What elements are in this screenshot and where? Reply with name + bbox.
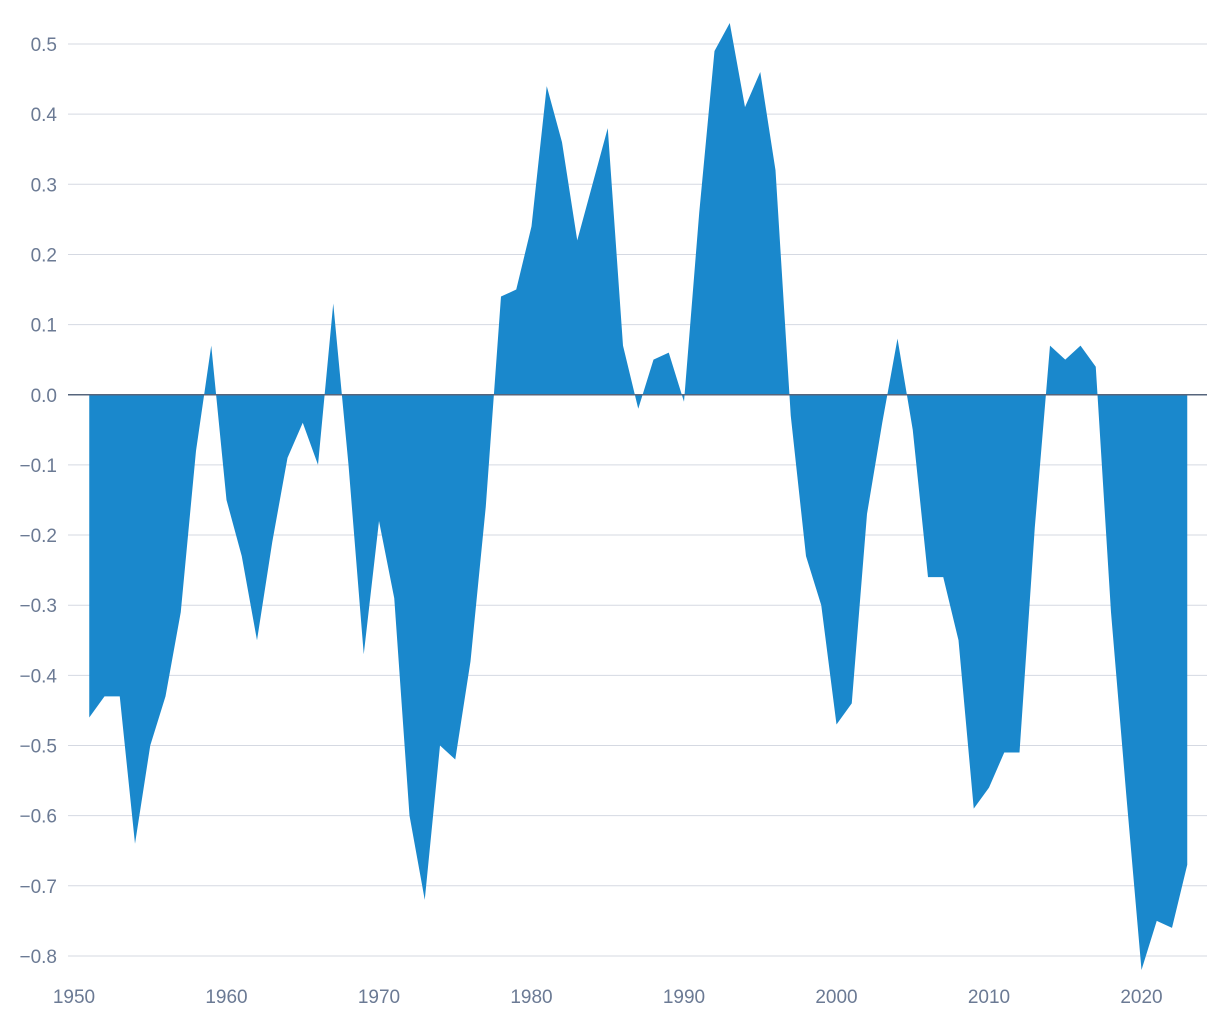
y-axis-tick-labels: 0.5 0.4 0.3 0.2 0.1 0.0 −0.1 −0.2 −0.3 −0.4 −0.5 −0…: [19, 35, 57, 968]
y-tick-label: 0.5: [31, 35, 57, 56]
y-tick-label: −0.4: [19, 666, 57, 687]
y-tick-label: 0.2: [31, 245, 57, 266]
x-tick-label: 2020: [1120, 987, 1162, 1008]
x-tick-label: 2000: [815, 987, 857, 1008]
x-tick-label: 1990: [663, 987, 705, 1008]
area-fill: [89, 22, 1188, 970]
y-tick-label: −0.5: [19, 737, 57, 758]
area-series: [89, 22, 1188, 970]
y-tick-label: −0.2: [19, 526, 57, 547]
y-tick-label: −0.7: [19, 877, 57, 898]
y-tick-label: 0.4: [31, 105, 58, 126]
x-tick-label: 1980: [510, 987, 552, 1008]
x-tick-label: 1970: [358, 987, 400, 1008]
x-tick-label: 1960: [205, 987, 247, 1008]
y-tick-label: 0.0: [31, 386, 57, 407]
y-tick-label: 0.3: [31, 175, 57, 196]
y-tick-label: −0.6: [19, 807, 57, 828]
x-axis-tick-labels: 1950 1960 1970 1980 1990 2000 2010 2020: [53, 987, 1163, 1008]
y-tick-label: −0.3: [19, 596, 57, 617]
y-tick-label: −0.1: [19, 456, 57, 477]
x-tick-label: 2010: [968, 987, 1010, 1008]
y-tick-label: 0.1: [31, 316, 57, 337]
y-tick-label: −0.8: [19, 947, 57, 968]
x-tick-label: 1950: [53, 987, 95, 1008]
